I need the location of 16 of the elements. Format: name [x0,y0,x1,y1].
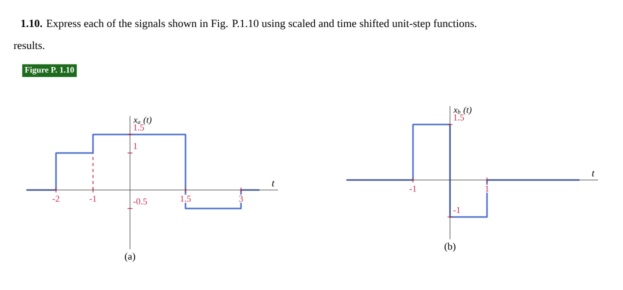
text: results. [14,41,44,50]
x-axis-title: t [592,170,595,176]
y-axis-title: x$_{b}$ (t) [453,106,472,115]
x-axis-title: t [272,180,275,186]
y-tick-label: 1.5 [134,124,144,130]
x-tick-label: 1.5 [180,196,191,202]
x-tick-label: 3 [239,196,243,202]
x-tick-label: -1 [90,196,96,202]
text: (a) [124,252,136,262]
x-tick-label: -2 [52,196,60,202]
text: 1.10. Express each of the signals shown in Fig. P.1.10 using scaled and time shifted unit-step functions. [21,19,476,30]
y-tick-label: 1 [134,143,138,149]
text: (b) [444,242,456,252]
text: Figure P. 1.10 [24,66,74,74]
y-tick-label: -0.5 [133,198,147,204]
y-axis-title: x$_{a}$ (t) [133,116,152,125]
